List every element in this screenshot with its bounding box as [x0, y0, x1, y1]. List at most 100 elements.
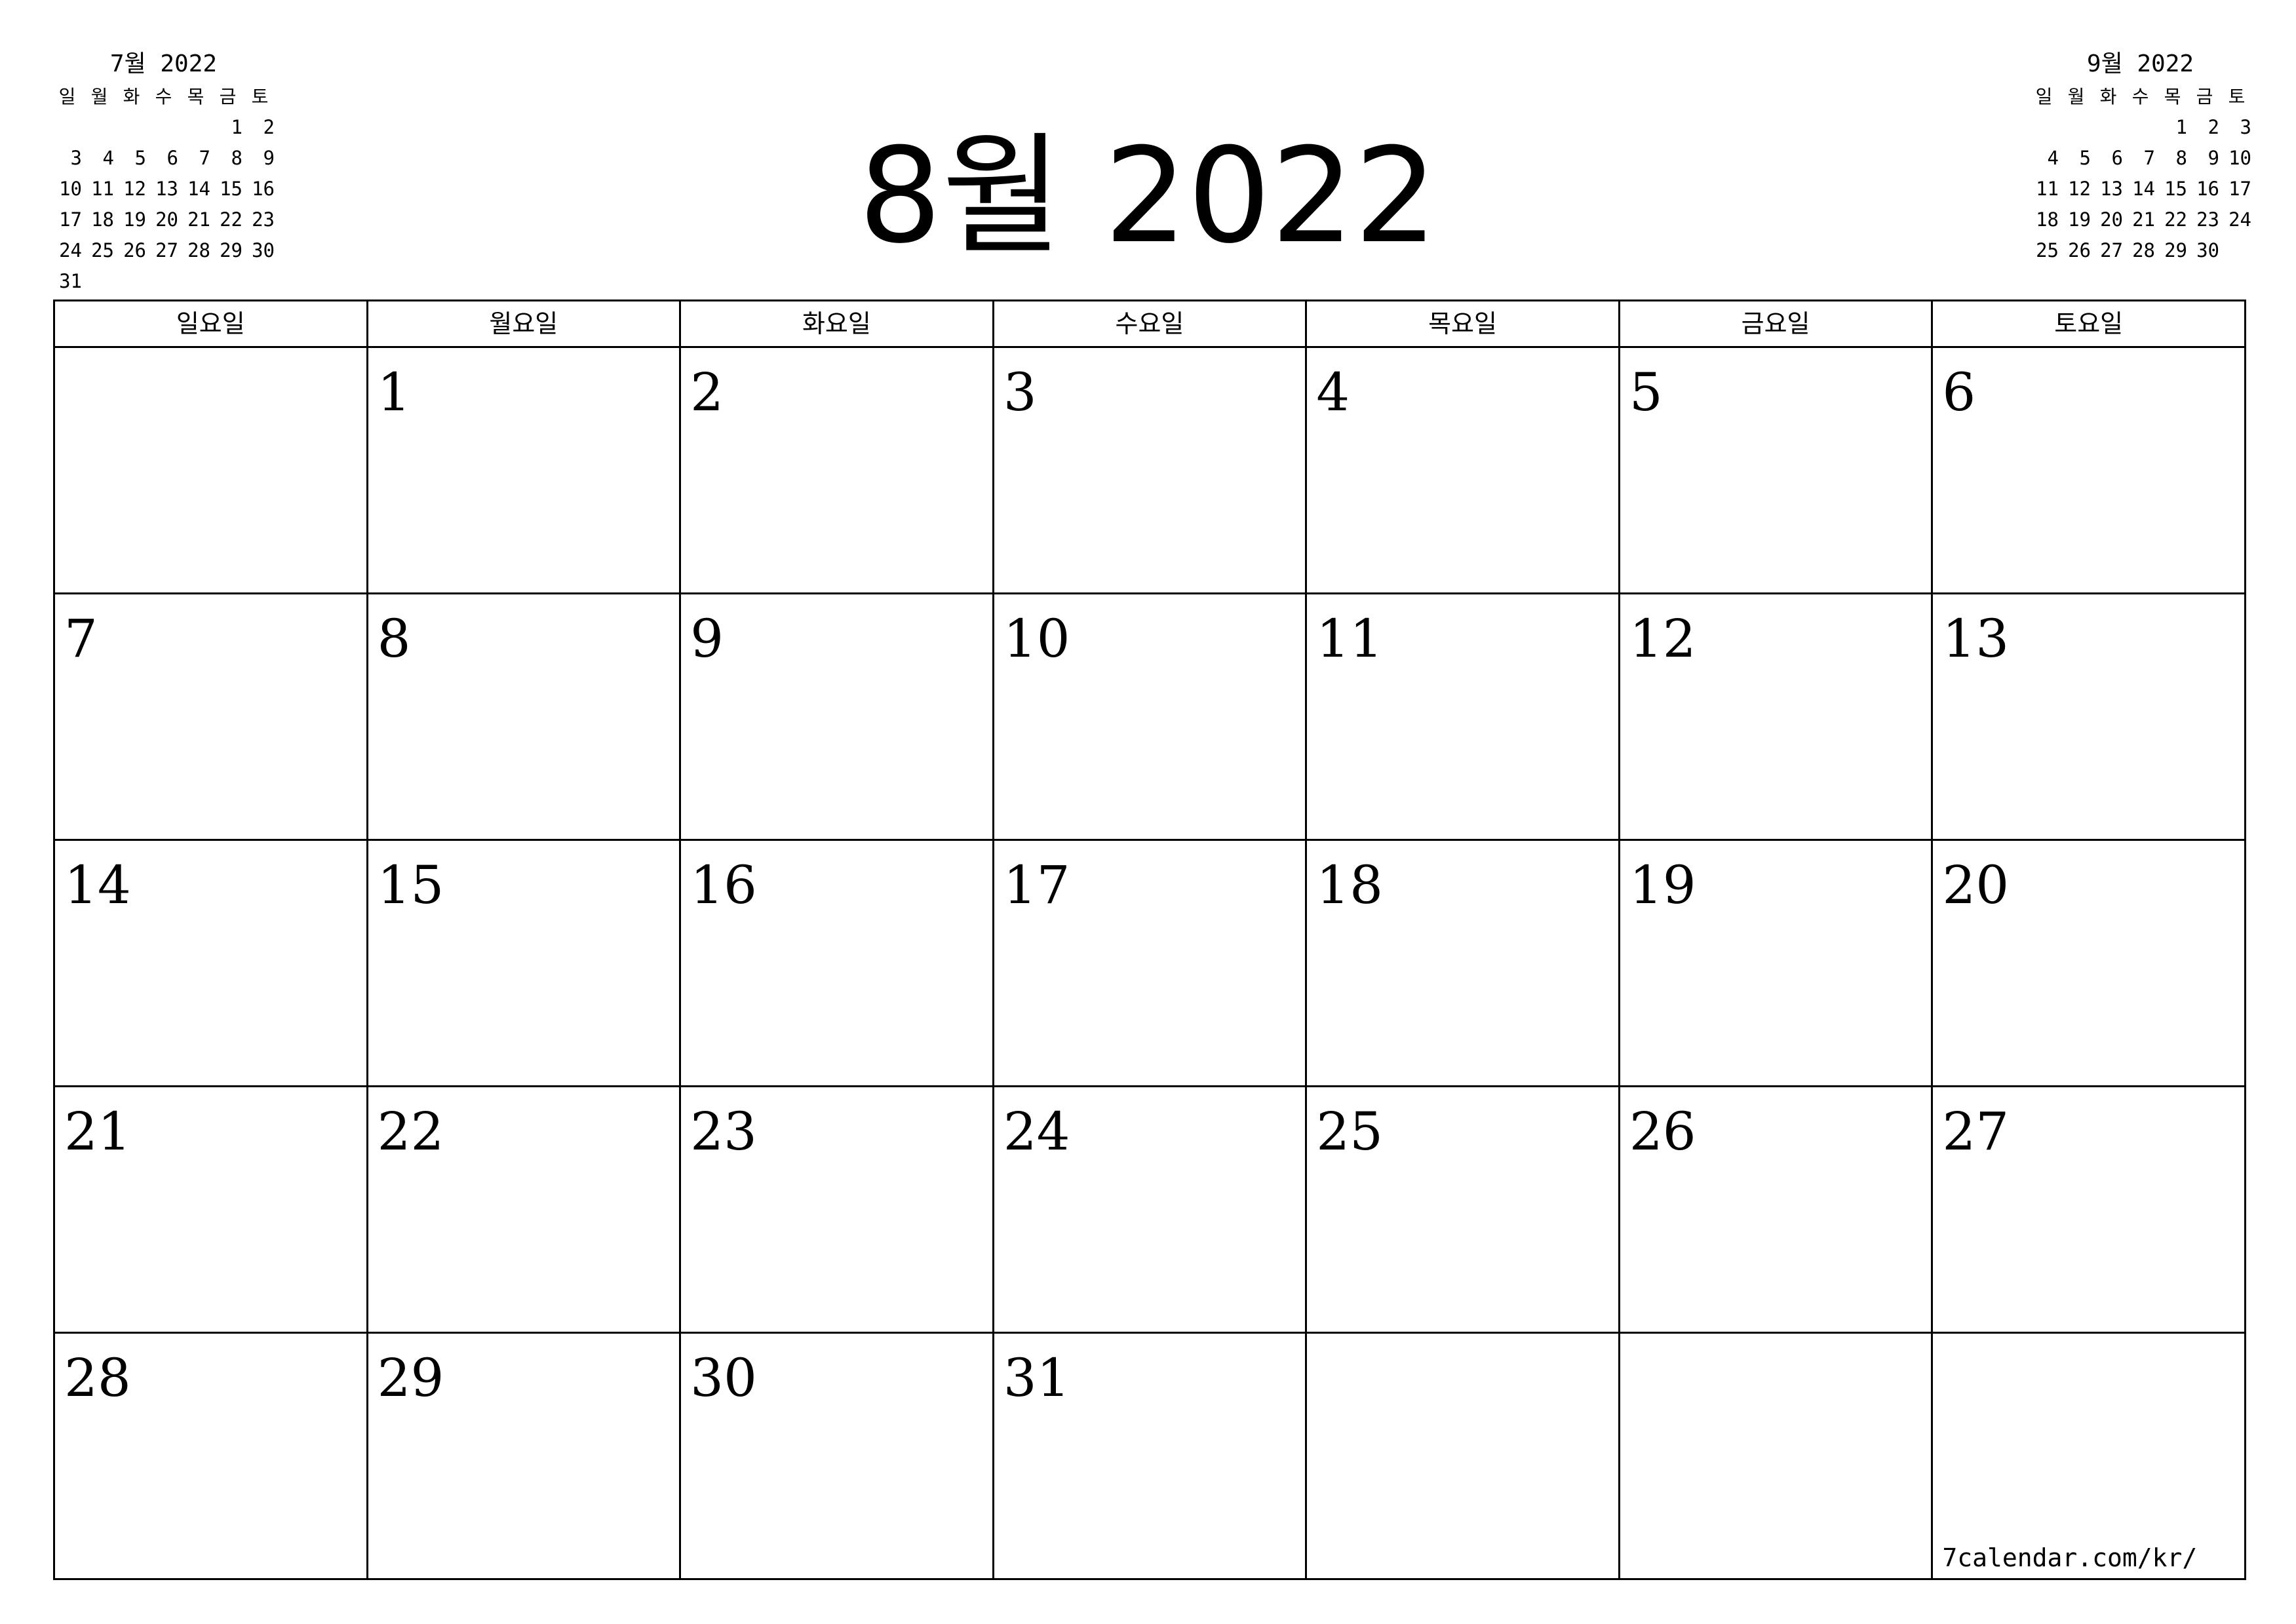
day-number: 5 — [1629, 362, 1663, 423]
mini-week-row: 3 4 5 6 7 8 9 — [51, 143, 276, 174]
mini-day: 27 — [155, 239, 178, 261]
mini-day: 8 — [231, 147, 243, 169]
mini-calendar-prev-month: 7월 2022 일 월 화 수 목 금 토 1 2 3 4 5 6 7 8 9 — [51, 50, 276, 297]
mini-week-row: 17 18 19 20 21 22 23 — [51, 204, 276, 235]
mini-day: 11 — [2036, 178, 2059, 200]
day-cell: 18 — [1305, 839, 1620, 1087]
day-cell: 27 — [1931, 1085, 2246, 1334]
mini-day: 12 — [123, 178, 146, 200]
day-cell: 10 — [992, 592, 1308, 841]
day-cell: 20 — [1931, 839, 2246, 1087]
day-cell: 7calendar.com/kr/ — [1931, 1332, 2246, 1580]
mini-day: 23 — [2196, 208, 2219, 231]
mini-calendar-title: 9월 2022 — [2086, 50, 2194, 77]
mini-day: 2 — [2208, 116, 2219, 138]
day-cell: 25 — [1305, 1085, 1620, 1334]
day-cell — [53, 346, 368, 594]
day-number: 21 — [64, 1101, 131, 1162]
mini-calendar-title: 7월 2022 — [109, 50, 218, 77]
mini-weekday: 일 — [2035, 86, 2053, 107]
mini-weekday: 수 — [155, 86, 172, 107]
page-title: 8월 2022 — [858, 120, 1438, 273]
footer-url: 7calendar.com/kr/ — [1942, 1543, 2198, 1572]
mini-day: 12 — [2068, 178, 2091, 200]
week-row: 7 8 9 10 11 12 13 — [53, 592, 2246, 841]
day-cell: 6 — [1931, 346, 2246, 594]
mini-day: 1 — [231, 116, 243, 138]
mini-day: 14 — [2132, 178, 2155, 200]
mini-day: 6 — [2111, 147, 2123, 169]
mini-day: 6 — [166, 147, 178, 169]
mini-week-row: 24 25 26 27 28 29 30 — [51, 235, 276, 266]
day-cell: 21 — [53, 1085, 368, 1334]
day-cell: 29 — [366, 1332, 682, 1580]
weekday-header: 목요일 — [1305, 300, 1620, 348]
mini-weekday-row: 일 월 화 수 목 금 토 — [51, 81, 276, 112]
mini-week-row: 10 11 12 13 14 15 16 — [51, 174, 276, 204]
mini-weekday: 금 — [219, 86, 237, 107]
day-number: 14 — [64, 855, 131, 916]
mini-day: 4 — [2047, 147, 2059, 169]
mini-day: 24 — [2228, 208, 2251, 231]
weekday-header: 금요일 — [1618, 300, 1934, 348]
mini-week-row: 1 2 3 — [2028, 112, 2253, 143]
weekday-header: 월요일 — [366, 300, 682, 348]
day-number: 19 — [1629, 855, 1696, 916]
mini-day: 8 — [2175, 147, 2187, 169]
day-cell: 4 — [1305, 346, 1620, 594]
day-cell: 17 — [992, 839, 1308, 1087]
mini-weekday: 일 — [58, 86, 76, 107]
day-number: 3 — [1003, 362, 1037, 423]
day-number: 1 — [377, 362, 411, 423]
day-number: 8 — [377, 608, 411, 669]
day-number: 15 — [377, 855, 444, 916]
mini-day: 22 — [220, 208, 243, 231]
mini-day: 28 — [2132, 239, 2155, 261]
mini-day: 29 — [220, 239, 243, 261]
day-cell — [1305, 1332, 1620, 1580]
weekday-header: 화요일 — [679, 300, 994, 348]
mini-day: 1 — [2175, 116, 2187, 138]
mini-day: 30 — [252, 239, 275, 261]
day-number: 4 — [1316, 362, 1350, 423]
mini-day: 15 — [2164, 178, 2187, 200]
mini-day: 27 — [2100, 239, 2123, 261]
mini-weekday: 화 — [2099, 86, 2117, 107]
day-number: 26 — [1629, 1101, 1696, 1162]
day-number: 2 — [690, 362, 724, 423]
mini-day: 29 — [2164, 239, 2187, 261]
mini-weekday: 토 — [2228, 86, 2246, 107]
day-number: 7 — [64, 608, 98, 669]
mini-day: 10 — [2228, 147, 2251, 169]
day-number: 10 — [1003, 608, 1070, 669]
weekday-header: 일요일 — [53, 300, 368, 348]
mini-day: 3 — [70, 147, 82, 169]
mini-day: 7 — [199, 147, 210, 169]
day-number: 22 — [377, 1101, 444, 1162]
day-number: 18 — [1316, 855, 1384, 916]
mini-day: 3 — [2240, 116, 2251, 138]
day-cell: 15 — [366, 839, 682, 1087]
day-number: 28 — [64, 1347, 131, 1408]
mini-week-row: 1 2 — [51, 112, 276, 143]
day-number: 9 — [690, 608, 724, 669]
day-cell: 30 — [679, 1332, 994, 1580]
mini-day: 16 — [2196, 178, 2219, 200]
mini-day: 20 — [155, 208, 178, 231]
mini-day: 20 — [2100, 208, 2123, 231]
mini-weekday: 목 — [187, 86, 204, 107]
mini-day: 18 — [2036, 208, 2059, 231]
mini-day: 13 — [2100, 178, 2123, 200]
mini-calendar-grid: 일 월 화 수 목 금 토 1 2 3 4 5 6 7 8 9 10 11 — [2028, 81, 2253, 266]
day-number: 24 — [1003, 1101, 1070, 1162]
mini-day: 2 — [263, 116, 275, 138]
mini-week-row: 25 26 27 28 29 30 — [2028, 235, 2253, 266]
mini-day: 16 — [252, 178, 275, 200]
day-cell: 14 — [53, 839, 368, 1087]
mini-day: 25 — [91, 239, 114, 261]
mini-day: 17 — [59, 208, 82, 231]
mini-day: 31 — [59, 270, 82, 292]
mini-day: 22 — [2164, 208, 2187, 231]
weekday-header: 토요일 — [1931, 300, 2246, 348]
mini-day: 4 — [102, 147, 114, 169]
